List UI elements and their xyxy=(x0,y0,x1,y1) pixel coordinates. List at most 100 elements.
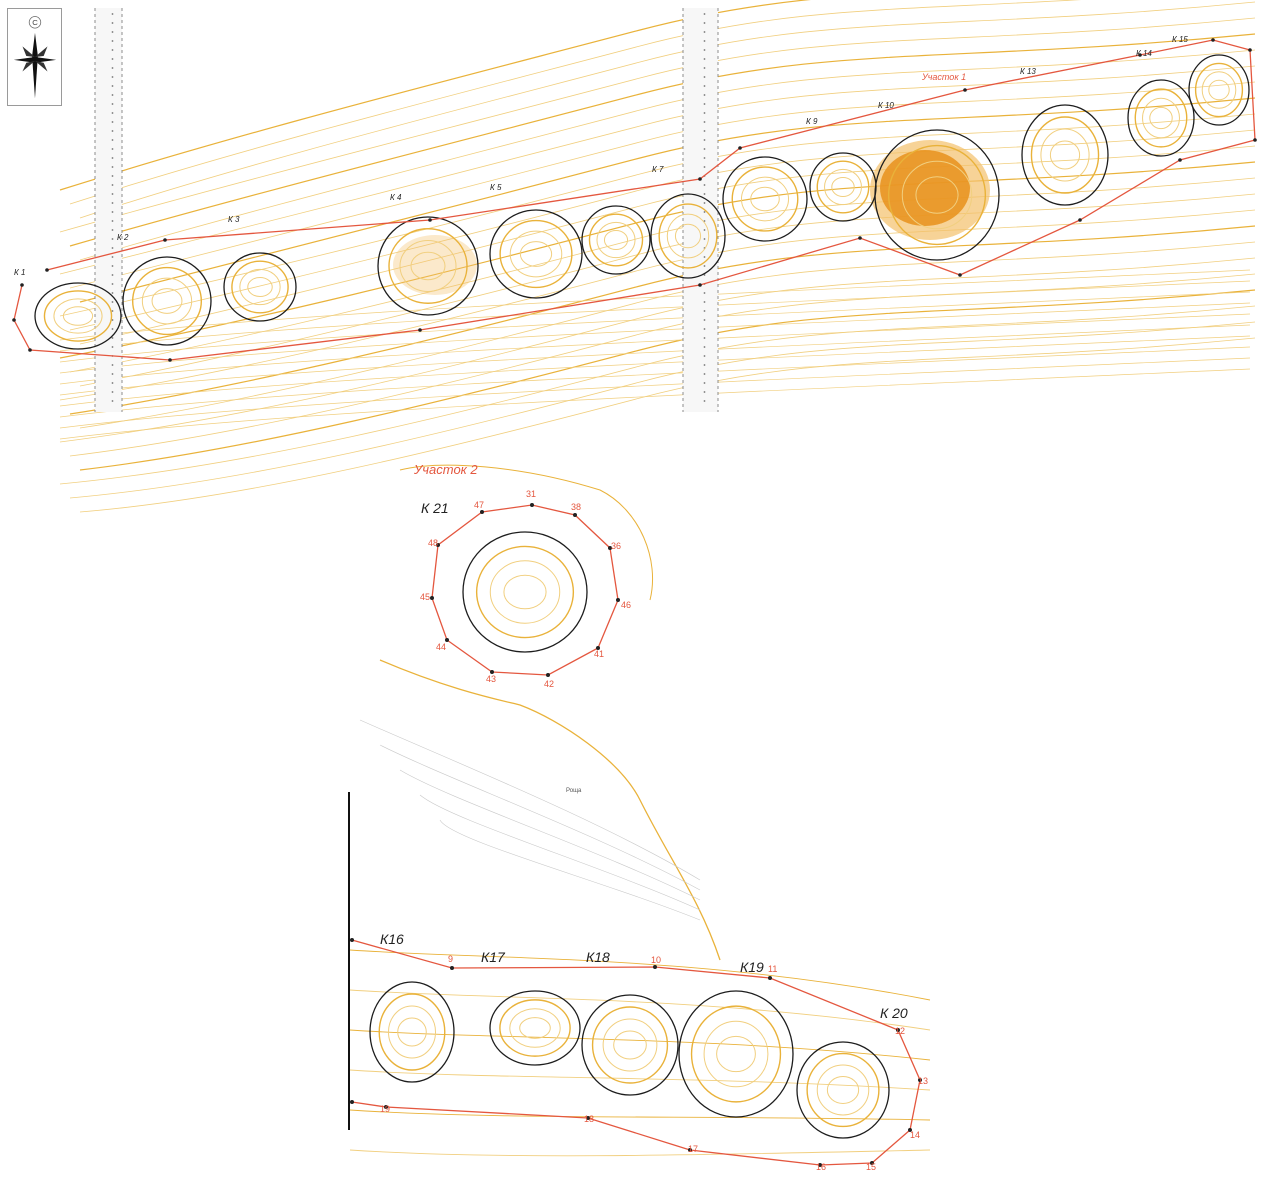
boundary-vertex xyxy=(450,966,454,970)
road-dot xyxy=(111,31,114,33)
road-dot xyxy=(703,157,706,159)
boundary-vertex xyxy=(384,1105,388,1109)
road-dot xyxy=(703,139,706,141)
borrow-pit-circle xyxy=(650,193,726,279)
contour-line xyxy=(59,161,1256,359)
pit-contour xyxy=(602,1018,658,1072)
pit-contour xyxy=(475,545,575,639)
road-dot xyxy=(111,265,114,267)
road-dot xyxy=(703,382,706,384)
pit-contour xyxy=(1049,140,1081,170)
pit-contour xyxy=(499,219,573,289)
borrow-pit-circle xyxy=(462,531,588,653)
contour-line xyxy=(59,257,1256,443)
pit-contour xyxy=(378,993,446,1071)
borrow-pit-circle xyxy=(223,252,297,322)
borrow-pit-circle xyxy=(369,981,455,1083)
pit-contour xyxy=(1142,97,1180,139)
borrow-pit-circle xyxy=(581,994,679,1096)
pit-contour xyxy=(151,288,183,314)
road-dot xyxy=(703,13,706,15)
boundary-vertex xyxy=(586,1116,590,1120)
pit-contour xyxy=(901,160,973,230)
contour-line xyxy=(59,0,812,191)
road-dot xyxy=(111,202,114,204)
boundary-vertex xyxy=(1178,158,1182,162)
road-dot xyxy=(111,220,114,222)
borrow-pit-circle xyxy=(377,216,479,316)
borrow-pit-circle xyxy=(489,209,583,299)
boundary-vertex xyxy=(1211,38,1215,42)
contour-line xyxy=(69,0,1082,205)
lower-boundary xyxy=(351,939,921,1166)
road-dot xyxy=(111,319,114,321)
road-dot xyxy=(703,94,706,96)
road-dot xyxy=(111,130,114,132)
contour-line xyxy=(59,335,1251,407)
pit-contour xyxy=(1208,79,1230,101)
heat-zone xyxy=(393,235,477,295)
contour-line xyxy=(59,302,1251,374)
contour-line xyxy=(79,337,1256,513)
contour-line xyxy=(349,1109,931,1121)
road-dot xyxy=(111,310,114,312)
borrow-pit-circle xyxy=(34,282,122,350)
road-dot xyxy=(703,103,706,105)
boundary-vertex xyxy=(530,503,534,507)
contour-line xyxy=(79,97,1256,303)
boundary-vertex xyxy=(698,177,702,181)
boundary-vertex xyxy=(350,1100,354,1104)
section-2-boundary xyxy=(431,504,619,676)
vertex-number: 36 xyxy=(611,541,621,551)
pit-contour xyxy=(387,1005,437,1059)
pit-contour xyxy=(674,223,702,249)
pit-contour xyxy=(1149,106,1173,130)
section-boundaries xyxy=(12,38,1257,1167)
boundary-vertex xyxy=(1248,48,1252,52)
boundary-vertex xyxy=(168,358,172,362)
boundary-vertex xyxy=(1253,138,1257,142)
pit-contour xyxy=(503,574,547,610)
boundary-vertex xyxy=(738,146,742,150)
borrow-pit-circle xyxy=(678,990,794,1118)
pit-contour xyxy=(410,251,446,281)
heat-zone-core xyxy=(880,150,970,226)
boundary-vertex xyxy=(1138,53,1142,57)
contour-line xyxy=(59,305,1256,485)
boundary-vertex xyxy=(430,596,434,600)
pit-contour xyxy=(1040,128,1090,182)
pit-contour xyxy=(231,260,289,314)
road-dot xyxy=(111,22,114,24)
road-dot xyxy=(111,148,114,150)
section-label-2: Участок 2 xyxy=(413,462,478,477)
pit-label-k16: К16 xyxy=(380,931,404,947)
road-dot xyxy=(111,211,114,213)
pit-contour xyxy=(509,230,563,278)
contour-line xyxy=(69,321,1256,499)
vertex-number: 45 xyxy=(420,592,430,602)
boundary-vertex xyxy=(350,938,354,942)
vertex-number: 19 xyxy=(380,1104,390,1114)
vertex-number: 48 xyxy=(428,538,438,548)
borrow-pit-circle xyxy=(1127,79,1195,157)
road-dot xyxy=(111,382,114,384)
pit-label-k1: К 1 xyxy=(14,268,25,277)
pit-contour xyxy=(666,213,710,259)
pit-contour xyxy=(603,229,629,251)
vertex-number: 13 xyxy=(918,1076,928,1086)
pit-contour xyxy=(239,268,281,306)
contour-line xyxy=(359,719,701,881)
contour-line xyxy=(419,794,701,911)
road-dot xyxy=(111,76,114,78)
pit-label-k21: К 21 xyxy=(421,500,449,516)
boundary-vertex xyxy=(12,318,16,322)
vertex-number: 10 xyxy=(651,955,661,965)
road-dot xyxy=(703,364,706,366)
contour-lines xyxy=(59,0,1256,1157)
road-dot xyxy=(111,301,114,303)
boundary-vertex xyxy=(28,348,32,352)
road-dot xyxy=(703,166,706,168)
road-dot xyxy=(111,85,114,87)
contour-line xyxy=(59,346,1251,418)
road-dot xyxy=(703,229,706,231)
